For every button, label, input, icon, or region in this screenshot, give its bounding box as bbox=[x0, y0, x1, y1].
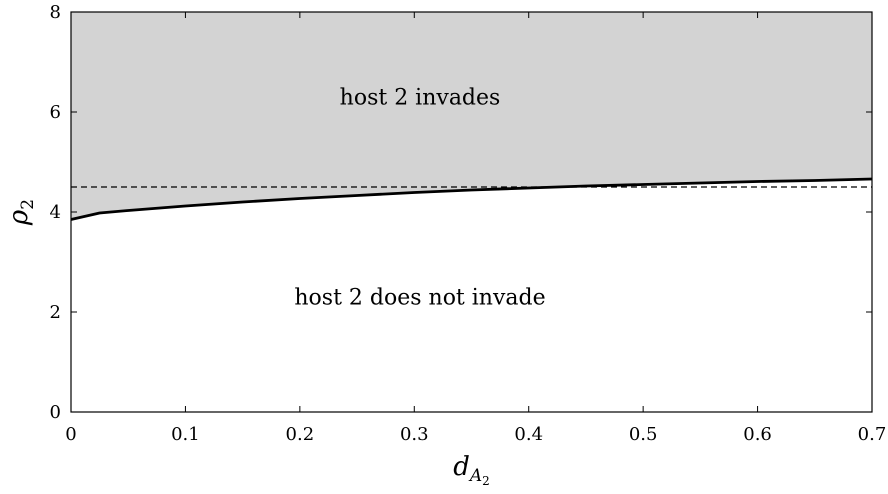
y-tick-label: 2 bbox=[50, 302, 61, 323]
y-axis-label-sub: 2 bbox=[18, 199, 38, 210]
y-tick-label: 6 bbox=[50, 102, 61, 123]
annotations: host 2 invades host 2 does not invade bbox=[294, 86, 545, 311]
x-axis-label-base: d bbox=[453, 452, 470, 482]
x-tick-label: 0.2 bbox=[286, 424, 315, 445]
x-axis-label: dA2 bbox=[453, 452, 490, 488]
y-tick-label: 4 bbox=[50, 202, 61, 223]
y-tick-label: 0 bbox=[50, 402, 61, 423]
x-tick-label: 0.3 bbox=[400, 424, 429, 445]
x-tick-label: 0.6 bbox=[743, 424, 772, 445]
plot-area bbox=[70, 11, 873, 413]
x-tick-label: 0.1 bbox=[171, 424, 200, 445]
y-axis-label-base: ρ bbox=[4, 209, 34, 226]
x-tick-label: 0.7 bbox=[858, 424, 887, 445]
x-tick-label: 0.4 bbox=[514, 424, 543, 445]
x-axis-label-sub: A bbox=[468, 466, 482, 486]
boundary-curve bbox=[70, 177, 873, 221]
y-tick-label: 8 bbox=[50, 2, 61, 23]
y-axis-label: ρ2 bbox=[4, 199, 38, 226]
x-tick-label: 0 bbox=[65, 424, 76, 445]
annotation-not-invade: host 2 does not invade bbox=[294, 286, 545, 311]
x-tick-label: 0.5 bbox=[629, 424, 658, 445]
invasion-region bbox=[71, 12, 872, 220]
annotation-invades: host 2 invades bbox=[340, 86, 501, 111]
axis-labels: dA2 ρ2 bbox=[4, 199, 490, 488]
x-axis-label-subsub: 2 bbox=[482, 474, 490, 488]
ticks: 0 0.1 0.2 0.3 0.4 0.5 0.6 0.7 0 2 4 6 8 bbox=[50, 2, 887, 445]
